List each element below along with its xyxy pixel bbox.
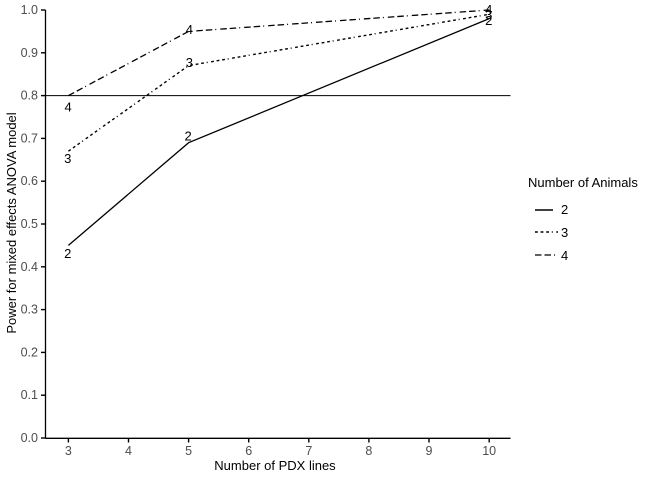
svg-text:2: 2 <box>184 128 191 143</box>
svg-text:4: 4 <box>485 2 492 17</box>
svg-text:Number of Animals: Number of Animals <box>528 175 638 190</box>
svg-text:Number of PDX lines: Number of PDX lines <box>214 458 336 473</box>
svg-text:7: 7 <box>305 444 312 458</box>
svg-text:2: 2 <box>561 202 568 217</box>
svg-text:3: 3 <box>561 225 568 240</box>
svg-text:Power for mixed effects ANOVA: Power for mixed effects ANOVA model <box>4 112 19 333</box>
svg-text:4: 4 <box>561 248 568 263</box>
svg-text:0.4: 0.4 <box>21 260 38 274</box>
svg-text:10: 10 <box>482 444 496 458</box>
svg-text:5: 5 <box>185 444 192 458</box>
svg-text:0.7: 0.7 <box>21 131 38 145</box>
svg-text:6: 6 <box>245 444 252 458</box>
svg-text:0.9: 0.9 <box>21 46 38 60</box>
svg-text:0.2: 0.2 <box>21 345 38 359</box>
svg-text:4: 4 <box>186 22 193 37</box>
svg-text:4: 4 <box>125 444 132 458</box>
svg-text:9: 9 <box>426 444 433 458</box>
svg-text:1.0: 1.0 <box>21 3 38 17</box>
svg-text:0.3: 0.3 <box>21 303 38 317</box>
svg-text:3: 3 <box>65 444 72 458</box>
svg-text:3: 3 <box>64 151 71 166</box>
svg-text:2: 2 <box>64 246 71 261</box>
svg-text:0.0: 0.0 <box>21 431 38 445</box>
svg-text:0.8: 0.8 <box>21 89 38 103</box>
svg-text:3: 3 <box>186 55 193 70</box>
svg-text:0.6: 0.6 <box>21 174 38 188</box>
svg-text:0.5: 0.5 <box>21 217 38 231</box>
svg-text:4: 4 <box>64 100 71 115</box>
svg-text:0.1: 0.1 <box>21 388 38 402</box>
svg-text:8: 8 <box>365 444 372 458</box>
